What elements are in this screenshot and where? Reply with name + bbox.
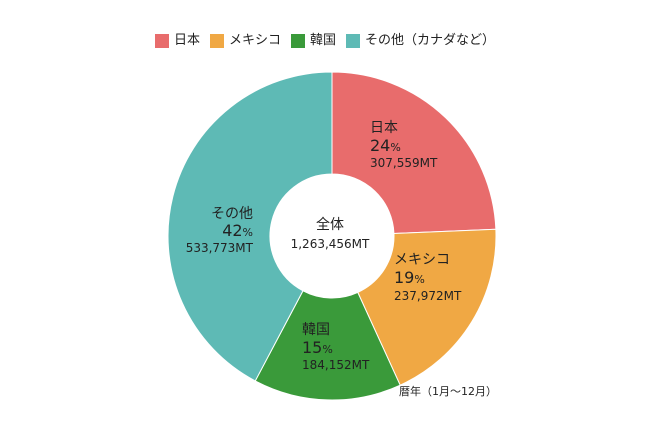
slice-name-mexico: メキシコ	[394, 252, 450, 268]
legend-label-other: その他（カナダなど）	[365, 33, 496, 48]
donut-slice-japan	[331, 71, 497, 234]
donut-slice-korea	[254, 290, 401, 401]
slice-percent-value-other: 42	[222, 221, 242, 240]
slice-value-mexico: 237,972MT	[394, 289, 462, 303]
center-total: 1,263,456MT	[291, 237, 370, 251]
legend-swatch-other	[346, 34, 361, 48]
slice-percent-sign-japan: %	[390, 141, 400, 154]
slice-percent-value-japan: 24	[370, 136, 390, 155]
slice-label-other: その他 42% 533,773MT	[186, 206, 254, 255]
legend-swatch-mexico	[209, 34, 224, 48]
slice-percent-sign-mexico: %	[414, 273, 424, 286]
chart-legend: 日本 メキシコ 韓国 その他（カナダなど）	[0, 32, 650, 50]
center-title: 全体	[316, 216, 344, 233]
legend-item-japan: 日本	[154, 32, 200, 50]
slice-percent-value-korea: 15	[302, 338, 322, 357]
slice-value-japan: 307,559MT	[370, 156, 438, 170]
slice-name-korea: 韓国	[302, 322, 330, 338]
legend-item-korea: 韓国	[291, 32, 336, 50]
slice-percent-sign-other: %	[243, 226, 253, 239]
legend-swatch-korea	[291, 34, 305, 48]
donut-slice-other	[167, 71, 333, 382]
slice-percent-value-mexico: 19	[394, 268, 414, 287]
slice-percent-other: 42%	[222, 221, 253, 240]
slice-value-other: 533,773MT	[186, 241, 254, 255]
slice-percent-japan: 24%	[370, 136, 401, 155]
slice-percent-sign-korea: %	[322, 343, 332, 356]
period-note: 暦年（1月〜12月）	[399, 385, 497, 398]
donut-slices	[167, 71, 497, 401]
donut-slice-mexico	[357, 228, 497, 386]
legend-swatch-japan	[154, 34, 169, 48]
slice-label-korea: 韓国 15% 184,152MT	[302, 322, 370, 372]
slice-label-japan: 日本 24% 307,559MT	[370, 120, 438, 170]
slice-value-korea: 184,152MT	[302, 358, 370, 372]
slice-name-japan: 日本	[370, 120, 398, 136]
slice-name-other: その他	[211, 206, 253, 222]
legend-label-korea: 韓国	[310, 33, 337, 48]
legend-label-japan: 日本	[173, 33, 200, 48]
legend-item-other: その他（カナダなど）	[346, 32, 495, 50]
slice-label-mexico: メキシコ 19% 237,972MT	[394, 252, 462, 303]
legend-item-mexico: メキシコ	[209, 32, 281, 50]
slice-percent-mexico: 19%	[394, 268, 425, 287]
center-label: 全体 1,263,456MT	[291, 216, 370, 251]
slice-percent-korea: 15%	[302, 338, 333, 357]
legend-label-mexico: メキシコ	[228, 33, 281, 48]
